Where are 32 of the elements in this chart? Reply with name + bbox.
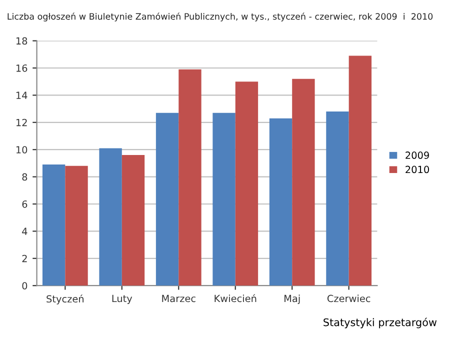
y-tick-label: 18 [16,37,28,45]
y-tick-label: 16 [16,64,28,72]
chart-title: Liczba ogłoszeń w Biuletynie Zamówień Publicznych, w tys., styczeń - czerwiec, rok 2009 i 2010 [8,12,433,22]
x-tick-label: Maj [284,294,300,304]
bar [348,56,372,286]
bar [99,148,122,286]
y-tick-label: 14 [16,92,28,99]
x-tick-label: Kwiecień [214,294,256,302]
y-tick-label: 6 [22,200,28,208]
legend-label: 2010 [406,166,430,174]
y-tick-label: 10 [16,146,28,154]
x-tick-label: Styczeń [46,294,84,304]
text: Statystyki przetargów [324,318,437,328]
x-tick-label: Marzec [162,294,196,302]
bar [235,82,258,286]
bar [292,78,315,286]
bar [122,155,145,286]
bar [178,69,202,286]
x-tick-label: Czerwiec [327,294,370,302]
bar [212,112,236,286]
y-tick-label: 4 [22,228,28,235]
bar [65,166,88,286]
bar [156,112,179,286]
y-tick-label: 12 [16,118,27,126]
bar [269,118,292,286]
y-tick-label: 2 [22,254,27,262]
y-tick-label: 0 [22,282,28,290]
legend-label: 2009 [406,152,429,159]
y-tick-label: 8 [22,173,28,181]
bar [326,112,349,286]
bar [42,164,66,286]
x-tick-label: Luty [112,294,132,304]
